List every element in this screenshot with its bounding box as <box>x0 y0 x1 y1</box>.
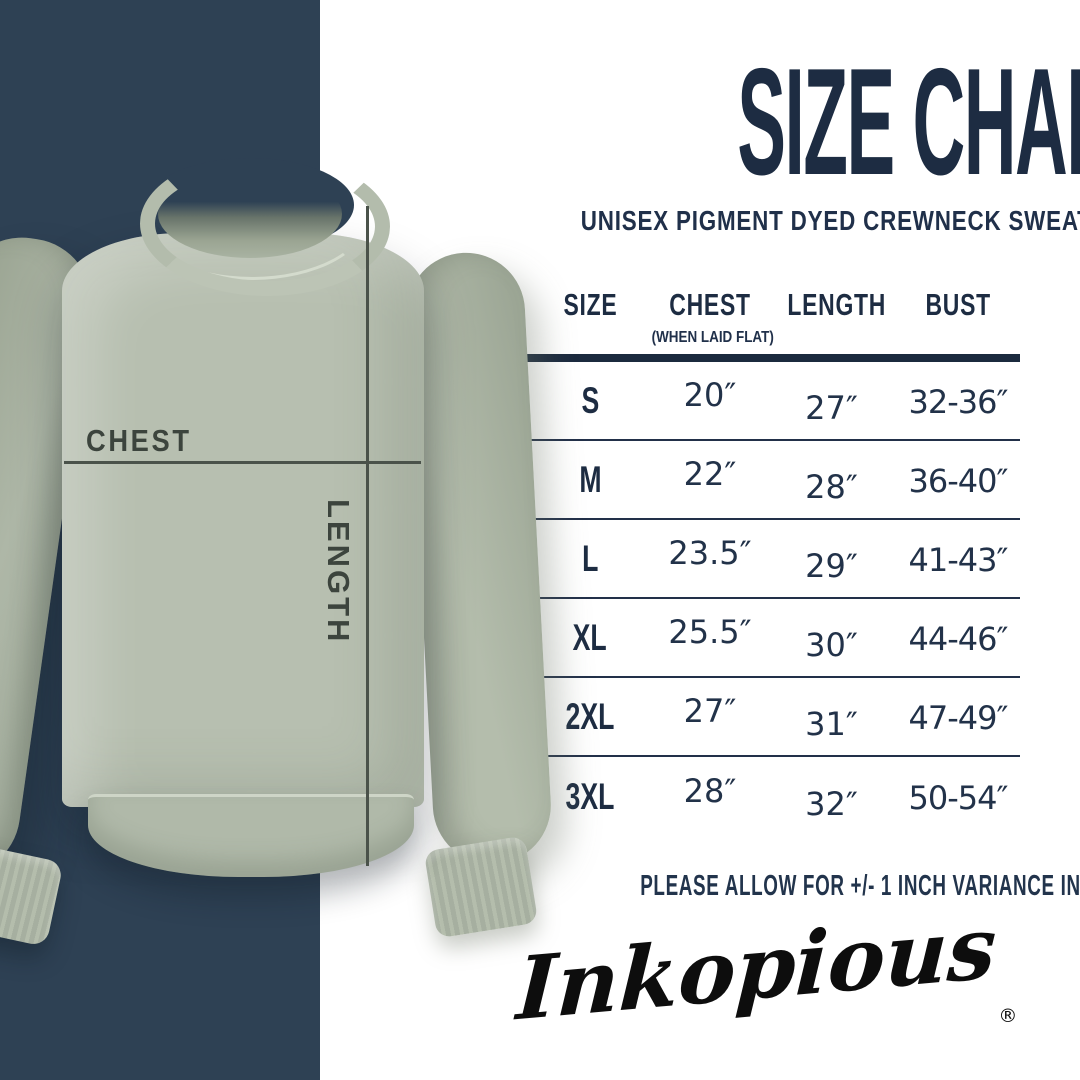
chest-measure-label: CHEST <box>86 423 192 458</box>
sweatshirt-body <box>62 233 424 807</box>
length-measure-line <box>366 206 369 866</box>
column-header-bust: BUST <box>925 287 991 322</box>
cell-size: S <box>581 379 599 421</box>
page-subtitle: UNISEX PIGMENT DYED CREWNECK SWEATSHIRT <box>580 205 1080 236</box>
column-header-chest: CHEST <box>669 287 751 322</box>
cell-length: 31″ <box>805 704 858 743</box>
table-row: S 20″ 27″ 32-36″ <box>508 362 1020 441</box>
cell-bust: 36-40″ <box>908 461 1009 500</box>
cell-length: 29″ <box>805 546 858 585</box>
cell-length: 27″ <box>805 388 858 427</box>
table-row: XL 25.5″ 30″ 44-46″ <box>508 599 1020 678</box>
chest-subnote: (WHEN LAID FLAT) <box>651 329 774 346</box>
table-header-row: SIZE CHEST LENGTH BUST <box>508 287 1023 323</box>
registered-trademark-icon: ® <box>998 1005 1018 1027</box>
length-measure-label: LENGTH <box>321 499 356 645</box>
column-header-size: SIZE <box>563 287 617 322</box>
page-title: SIZE CHART <box>737 37 1080 207</box>
size-table: S 20″ 27″ 32-36″ M 22″ 28″ 36-40″ L 23.5… <box>508 362 1020 836</box>
cell-bust: 32-36″ <box>908 382 1009 421</box>
cell-size: M <box>578 458 602 500</box>
cell-chest: 23.5″ <box>668 533 752 572</box>
table-row: L 23.5″ 29″ 41-43″ <box>508 520 1020 599</box>
cell-chest: 27″ <box>683 691 737 730</box>
cell-chest: 20″ <box>683 375 737 414</box>
sweatshirt-hem-band <box>88 794 414 877</box>
variance-note: PLEASE ALLOW FOR +/- 1 INCH VARIANCE IN … <box>640 870 1080 902</box>
table-row: 2XL 27″ 31″ 47-49″ <box>508 678 1020 757</box>
cell-bust: 44-46″ <box>908 619 1009 658</box>
cell-size: L <box>581 537 599 579</box>
sweatshirt-collar-seam <box>134 150 370 280</box>
brand-logo: Inkopious® <box>508 897 1023 1041</box>
cell-bust: 47-49″ <box>908 698 1009 737</box>
cell-length: 30″ <box>805 625 858 664</box>
cell-chest: 22″ <box>683 454 737 493</box>
table-header-rule <box>508 354 1020 362</box>
cell-chest: 28″ <box>683 771 737 810</box>
table-row: M 22″ 28″ 36-40″ <box>508 441 1020 520</box>
cell-length: 28″ <box>805 467 858 506</box>
cell-chest: 25.5″ <box>668 612 752 651</box>
chest-measure-line <box>64 461 421 464</box>
cell-size: 2XL <box>565 695 615 737</box>
column-header-length: LENGTH <box>787 287 887 322</box>
cell-bust: 41-43″ <box>908 540 1009 579</box>
cell-size: XL <box>572 616 608 658</box>
cell-bust: 50-54″ <box>908 778 1009 817</box>
cell-size: 3XL <box>565 775 615 817</box>
table-row: 3XL 28″ 32″ 50-54″ <box>508 757 1020 836</box>
cell-length: 32″ <box>805 784 858 823</box>
